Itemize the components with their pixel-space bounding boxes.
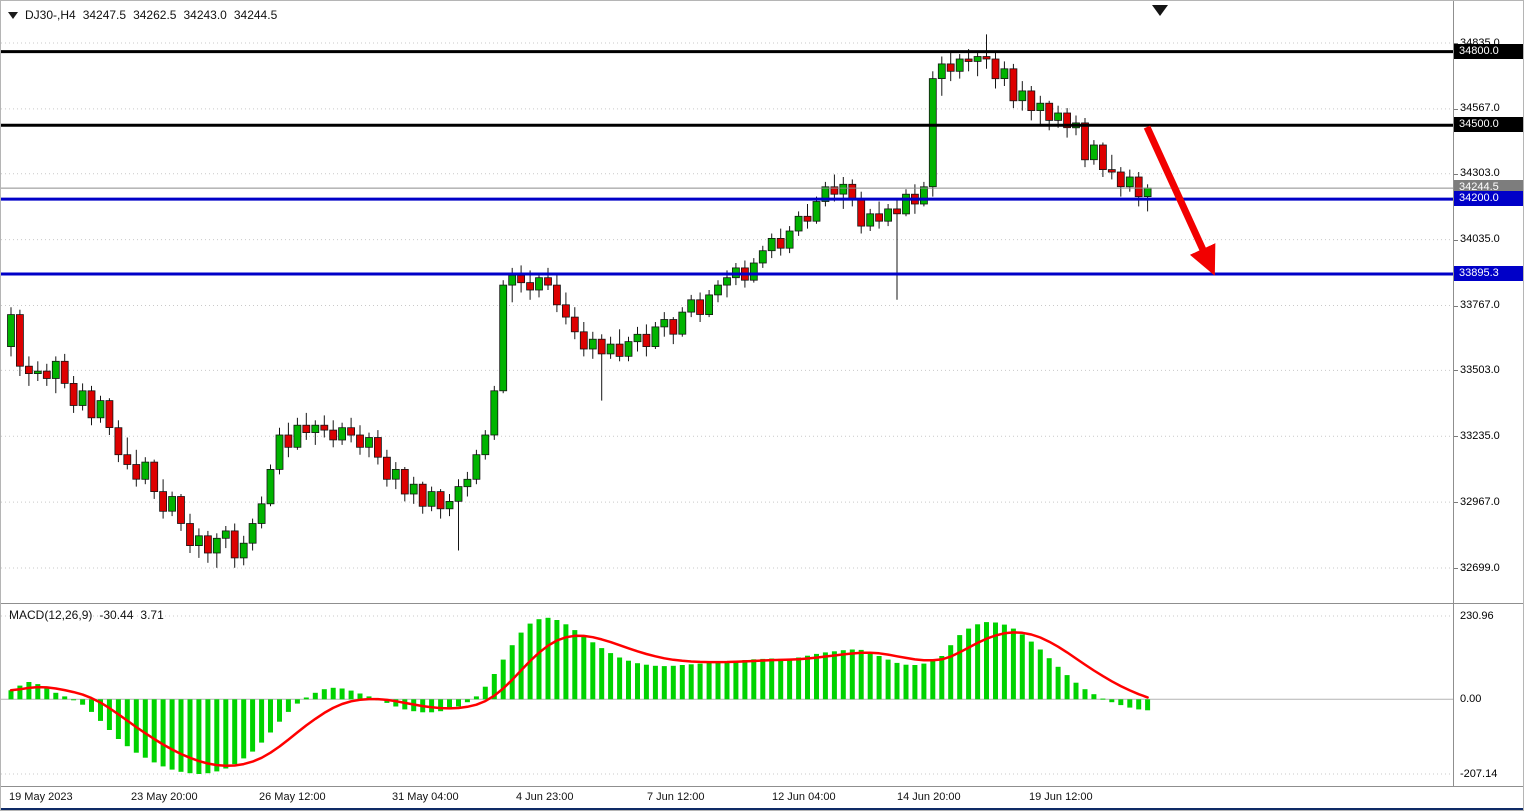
price-axis-tick: [1454, 240, 1458, 241]
price-tick-label: 34035.0: [1460, 233, 1500, 245]
hline-price-label: 34800.0: [1454, 44, 1523, 59]
bar-high-value: 34262.5: [133, 8, 177, 22]
price-tick-label: 32967.0: [1460, 496, 1500, 508]
price-tick-label: 33235.0: [1460, 430, 1500, 442]
price-axis-tick: [1454, 174, 1458, 175]
macd-indicator-canvas[interactable]: [1, 604, 1453, 786]
price-tick-label: 33503.0: [1460, 364, 1500, 376]
trend-arrow[interactable]: [1143, 125, 1216, 276]
price-tick-label: 33767.0: [1460, 299, 1500, 311]
price-axis[interactable]: 34835.0 34567.0 34303.0 34035.0 33767.0 33503…: [1453, 1, 1523, 786]
grid-layer: [1, 42, 1453, 569]
candles-layer: [7, 34, 1152, 568]
price-tick-label: 34567.0: [1460, 102, 1500, 114]
time-axis-label: 12 Jun 04:00: [772, 791, 836, 803]
chart-shift-marker-icon[interactable]: [1152, 5, 1168, 16]
chart-ohlc-header: DJ30-,H4 34247.5 34262.5 34243.0 34244.5: [8, 8, 277, 22]
price-tick-label: 32699.0: [1460, 562, 1500, 574]
hline-price-label: 34500.0: [1454, 117, 1523, 132]
price-axis-tick: [1454, 306, 1458, 307]
macd-tick-label: -207.14: [1460, 768, 1498, 780]
price-tick-label: 34303.0: [1460, 167, 1500, 179]
price-axis-tick: [1454, 436, 1458, 437]
window-bottom-edge: [1, 808, 1523, 810]
price-axis-tick: [1454, 370, 1458, 371]
price-axis-tick: [1454, 502, 1458, 503]
time-axis[interactable]: 19 May 2023 23 May 20:00 26 May 12:00 31 Ma…: [1, 787, 1523, 808]
time-axis-label: 26 May 12:00: [259, 791, 326, 803]
bar-open-value: 34247.5: [82, 8, 127, 22]
macd-tick-label: 230.96: [1460, 610, 1494, 622]
macd-indicator-label: MACD(12,26,9) -30.44 3.71: [9, 608, 164, 622]
price-axis-tick: [1454, 109, 1458, 110]
bar-close-value: 34244.5: [233, 8, 278, 22]
symbol-period-label: DJ30-,H4: [25, 8, 76, 22]
time-axis-label: 14 Jun 20:00: [897, 791, 961, 803]
time-axis-label: 19 Jun 12:00: [1029, 791, 1093, 803]
macd-histogram: [8, 617, 1151, 774]
panel-separator[interactable]: [1, 603, 1523, 604]
price-chart-canvas[interactable]: [1, 1, 1453, 603]
macd-signal-line: [9, 631, 1149, 768]
time-axis-label: 4 Jun 23:00: [516, 791, 574, 803]
hline-price-label: 33895.3: [1454, 266, 1523, 281]
time-axis-label: 7 Jun 12:00: [647, 791, 705, 803]
time-axis-label: 19 May 2023: [9, 791, 73, 803]
hline-price-label: 34200.0: [1454, 191, 1523, 206]
time-axis-label: 31 May 04:00: [392, 791, 459, 803]
macd-signal-value: 3.71: [140, 608, 164, 622]
time-axis-separator: [1, 786, 1523, 787]
time-axis-label: 23 May 20:00: [131, 791, 198, 803]
macd-main-value: -30.44: [99, 608, 134, 622]
price-axis-tick: [1454, 568, 1458, 569]
price-axis-tick: [1454, 43, 1458, 44]
macd-tick-label: 0.00: [1460, 693, 1482, 705]
bar-low-value: 34243.0: [183, 8, 227, 22]
one-click-trading-icon[interactable]: [8, 11, 18, 19]
macd-name: MACD(12,26,9): [9, 608, 93, 622]
